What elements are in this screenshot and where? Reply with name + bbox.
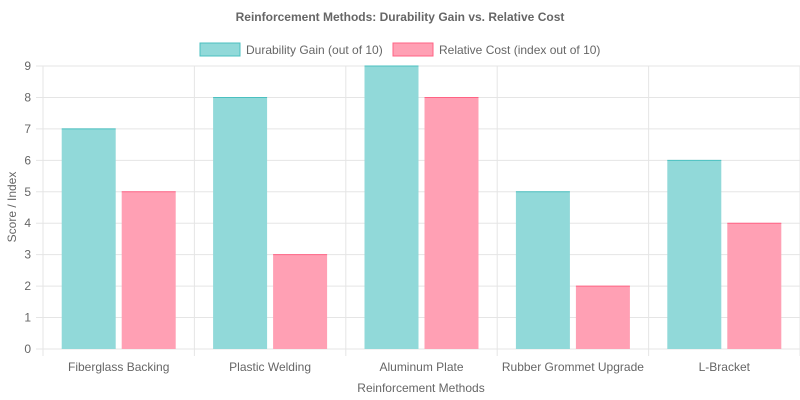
y-tick-label: 9 [24,59,31,73]
y-tick-label: 0 [24,342,31,356]
x-tick-label: Aluminum Plate [379,360,463,374]
x-tick-label: Rubber Grommet Upgrade [502,360,644,374]
legend-label-durability: Durability Gain (out of 10) [246,43,383,57]
bars [61,65,782,349]
bar-cost[interactable] [121,191,176,349]
bar-cost[interactable] [273,254,328,349]
bar-durability[interactable] [515,191,570,349]
bar-durability[interactable] [61,128,116,349]
legend-label-cost: Relative Cost (index out of 10) [439,43,600,57]
x-tick-label: Plastic Welding [229,360,311,374]
x-axis-ticks: Fiberglass Backing Plastic Welding Aluminu… [68,360,751,374]
y-tick-label: 1 [24,311,31,325]
y-tick-label: 3 [24,248,31,262]
bar-cost[interactable] [424,97,479,349]
y-axis-title: Score / Index [5,172,19,243]
legend-swatch-durability [199,42,241,57]
x-tick-label: L-Bracket [699,360,751,374]
y-tick-label: 5 [24,185,31,199]
chart-title: Reinforcement Methods: Durability Gain v… [236,10,565,24]
y-tick-label: 4 [24,216,31,230]
bar-durability[interactable] [213,97,268,349]
y-tick-label: 8 [24,90,31,104]
x-axis-title: Reinforcement Methods [357,381,484,395]
bar-cost[interactable] [575,286,630,349]
y-tick-label: 6 [24,153,31,167]
y-tick-label: 7 [24,122,31,136]
bar-cost[interactable] [727,223,782,349]
bar-durability[interactable] [364,66,419,349]
legend-swatch-cost [392,42,434,57]
y-axis-ticks: 0 1 2 3 4 5 6 7 8 9 [24,59,31,356]
bar-durability[interactable] [667,160,722,349]
x-tick-label: Fiberglass Backing [68,360,169,374]
y-tick-label: 2 [24,279,31,293]
legend: Durability Gain (out of 10) Relative Cos… [199,42,600,57]
